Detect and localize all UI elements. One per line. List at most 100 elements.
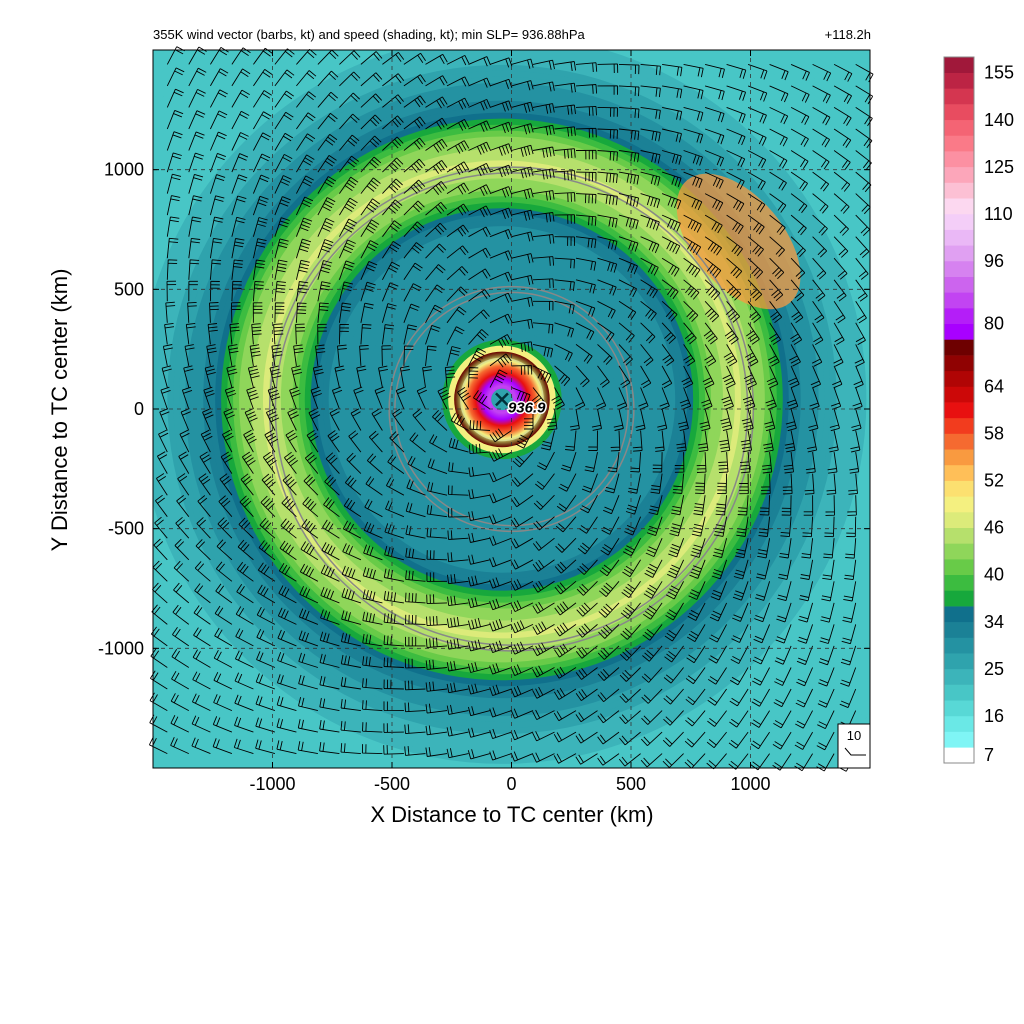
wind-barb bbox=[425, 659, 448, 670]
wind-barb bbox=[785, 408, 797, 432]
wind-barb bbox=[234, 650, 254, 668]
wind-barb bbox=[467, 597, 491, 609]
wind-barb bbox=[274, 175, 292, 194]
wind-barb bbox=[382, 220, 402, 237]
wind-barb bbox=[317, 70, 339, 87]
wind-barb bbox=[855, 128, 873, 149]
wind-barb bbox=[597, 667, 620, 681]
wind-barb bbox=[711, 559, 728, 580]
wind-barb bbox=[231, 174, 248, 194]
wind-barb bbox=[722, 365, 736, 389]
wind-barb bbox=[797, 624, 814, 644]
wind-barb bbox=[468, 347, 487, 367]
wind-barb bbox=[532, 256, 555, 266]
wind-barb bbox=[641, 667, 663, 683]
wind-barb bbox=[532, 642, 555, 657]
wind-barb bbox=[340, 699, 361, 712]
wind-barb bbox=[403, 345, 414, 366]
wind-barb bbox=[790, 150, 809, 170]
wind-barb bbox=[317, 217, 335, 237]
wind-barb bbox=[340, 632, 361, 647]
wind-barb bbox=[833, 214, 849, 236]
wind-barb bbox=[855, 279, 868, 302]
wind-barb bbox=[196, 517, 211, 539]
wind-barb bbox=[234, 694, 254, 712]
wind-barb bbox=[664, 624, 684, 642]
wind-barb bbox=[597, 710, 620, 724]
wind-barb bbox=[773, 710, 792, 729]
wind-barb bbox=[714, 516, 728, 537]
wind-barb bbox=[362, 633, 383, 647]
wind-barb bbox=[553, 753, 577, 764]
wind-barb bbox=[429, 434, 448, 453]
wind-barb bbox=[160, 386, 171, 410]
wind-barb bbox=[468, 443, 491, 455]
wind-barb bbox=[769, 301, 783, 324]
wind-barb bbox=[274, 69, 295, 87]
wind-barb bbox=[707, 688, 727, 706]
wind-barb bbox=[340, 677, 361, 690]
wind-barb bbox=[253, 47, 273, 65]
wind-barb bbox=[403, 242, 424, 259]
wind-barb bbox=[597, 106, 618, 117]
wind-barb bbox=[425, 345, 437, 366]
wind-barb bbox=[769, 106, 789, 125]
wind-barb bbox=[489, 164, 513, 178]
wind-barb bbox=[489, 100, 513, 112]
wind-barb bbox=[276, 740, 297, 755]
wind-barb bbox=[446, 203, 469, 216]
wind-barb bbox=[693, 495, 706, 516]
wind-barb bbox=[511, 144, 534, 157]
wind-barb bbox=[747, 150, 767, 169]
wind-barb bbox=[812, 279, 826, 302]
wind-barb bbox=[212, 716, 233, 733]
wind-barb bbox=[852, 387, 863, 410]
wind-barb bbox=[603, 495, 620, 515]
wind-barb bbox=[704, 236, 722, 256]
wind-barb bbox=[317, 112, 338, 130]
wind-barb bbox=[554, 126, 576, 137]
wind-barb bbox=[532, 559, 555, 572]
wind-barb bbox=[704, 300, 720, 323]
wind-barb bbox=[826, 473, 837, 495]
wind-barb bbox=[853, 365, 864, 389]
wind-barb bbox=[726, 214, 744, 234]
wind-barb bbox=[231, 280, 242, 302]
colorbar-bin bbox=[944, 308, 974, 325]
wind-barb bbox=[319, 631, 340, 647]
wind-barb bbox=[685, 710, 706, 727]
wind-barb bbox=[448, 462, 469, 475]
wind-barb bbox=[640, 236, 660, 254]
wind-barb bbox=[795, 688, 814, 708]
wind-barb bbox=[532, 731, 555, 742]
wind-barb bbox=[209, 195, 225, 216]
wind-barb bbox=[166, 131, 183, 151]
wind-barb bbox=[532, 343, 554, 358]
wind-barb bbox=[407, 455, 426, 474]
wind-barb bbox=[662, 753, 684, 768]
wind-barb bbox=[426, 504, 448, 518]
wind-barb bbox=[575, 344, 593, 364]
wind-barb bbox=[661, 150, 682, 165]
wind-barb bbox=[850, 430, 861, 453]
wind-barb bbox=[597, 688, 620, 703]
wind-barb bbox=[695, 473, 706, 495]
wind-barb bbox=[663, 688, 684, 705]
wind-barb bbox=[217, 517, 233, 539]
wind-barb bbox=[812, 193, 829, 214]
wind-barb bbox=[427, 458, 448, 475]
wind-barb bbox=[704, 106, 725, 123]
wind-barb bbox=[360, 135, 382, 151]
wind-barb bbox=[338, 323, 349, 345]
wind-barb bbox=[812, 257, 827, 280]
wind-barb bbox=[360, 260, 378, 280]
wind-barb bbox=[511, 123, 534, 135]
wind-barb bbox=[769, 193, 787, 213]
wind-barb bbox=[554, 601, 577, 616]
wind-barb bbox=[824, 516, 835, 538]
wind-barb bbox=[524, 409, 534, 430]
wind-barb bbox=[511, 58, 534, 69]
wind-barb bbox=[150, 626, 168, 647]
wind-barb bbox=[425, 160, 448, 174]
wind-barb bbox=[341, 565, 362, 582]
